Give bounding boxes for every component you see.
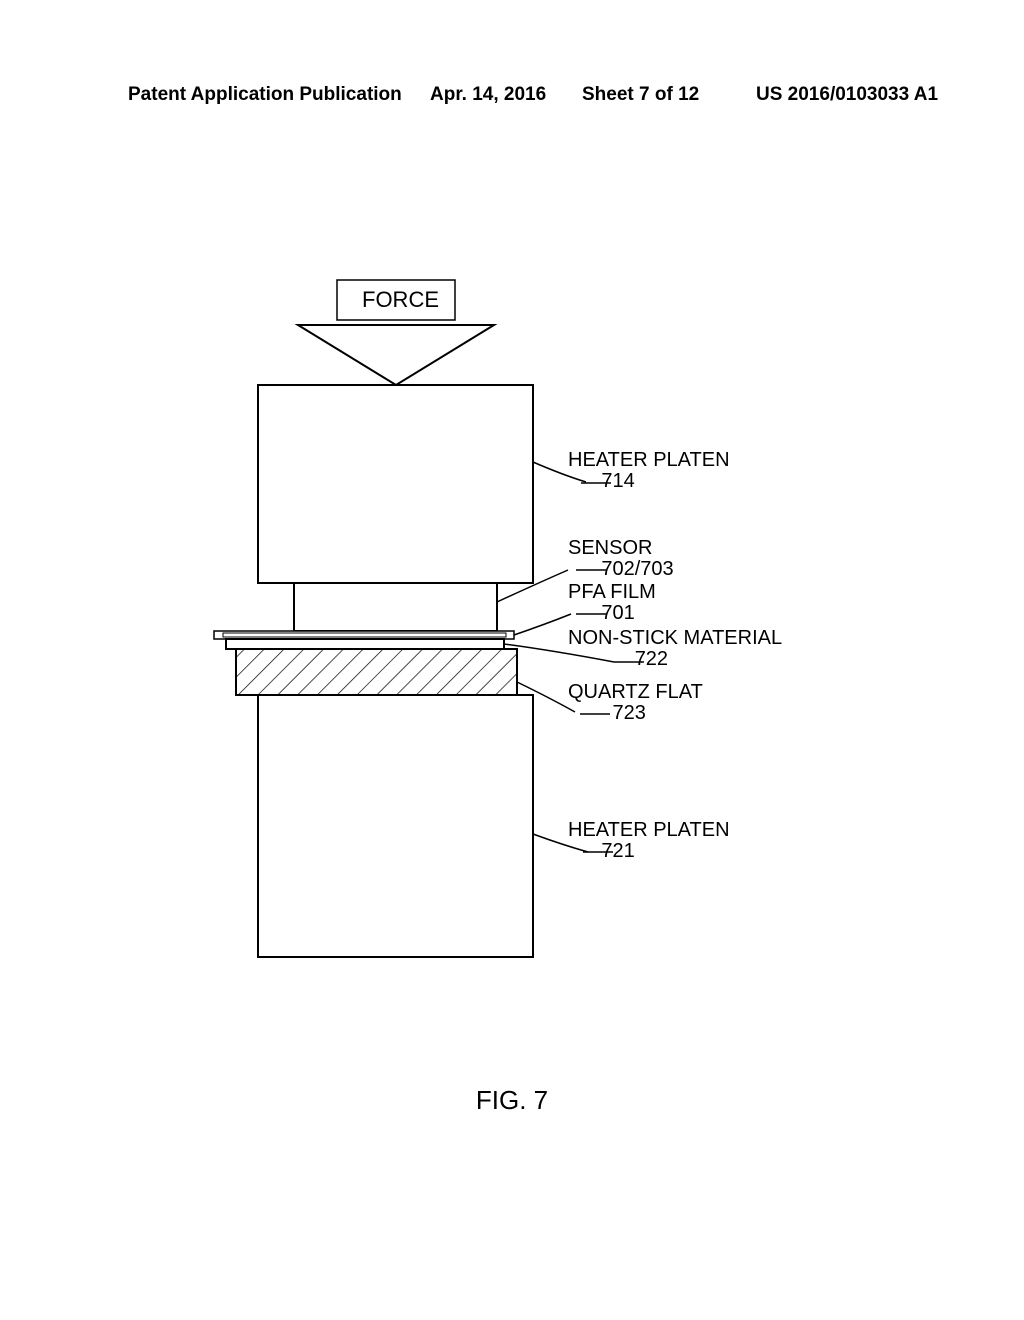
label-text: PFA FILM (568, 581, 656, 603)
pfa-film-inner (223, 633, 506, 637)
label-heater-top: HEATER PLATEN 714 (568, 450, 730, 492)
leader-pfa (514, 614, 571, 635)
lower-heater-platen (258, 695, 533, 957)
sensor-layer (294, 583, 497, 631)
non-stick-layer (226, 639, 504, 649)
label-num: 722 (635, 648, 668, 670)
pub-type: Patent Application Publication (128, 84, 402, 106)
figure-svg (128, 270, 898, 1050)
label-num: 714 (601, 470, 634, 492)
label-pfa: PFA FILM 701 (568, 582, 656, 624)
label-quartz: QUARTZ FLAT 723 (568, 682, 703, 724)
label-sensor: SENSOR 702/703 (568, 538, 674, 580)
quartz-flat (236, 649, 517, 695)
label-heater-bottom: HEATER PLATEN 721 (568, 820, 730, 862)
label-nonstick: NON-STICK MATERIAL 722 (568, 628, 782, 670)
label-text: HEATER PLATEN (568, 449, 730, 471)
sheet-number: Sheet 7 of 12 (582, 84, 699, 106)
pub-date: Apr. 14, 2016 (430, 84, 546, 106)
label-text: HEATER PLATEN (568, 819, 730, 841)
figure-caption: FIG. 7 (0, 1085, 1024, 1116)
upper-heater-platen (258, 385, 533, 583)
diagram-container: FORCE HEATER PLATEN 714 SENSOR 702/703 P… (128, 270, 898, 1050)
label-num: 702/703 (601, 558, 673, 580)
pub-number: US 2016/0103033 A1 (756, 84, 938, 106)
label-text: NON-STICK MATERIAL (568, 627, 782, 649)
label-text: SENSOR (568, 537, 652, 559)
label-text: QUARTZ FLAT (568, 681, 703, 703)
label-num: 721 (601, 840, 634, 862)
label-num: 701 (601, 602, 634, 624)
label-num: 723 (612, 702, 645, 724)
force-label: FORCE (362, 288, 439, 311)
force-arrow (298, 325, 494, 385)
